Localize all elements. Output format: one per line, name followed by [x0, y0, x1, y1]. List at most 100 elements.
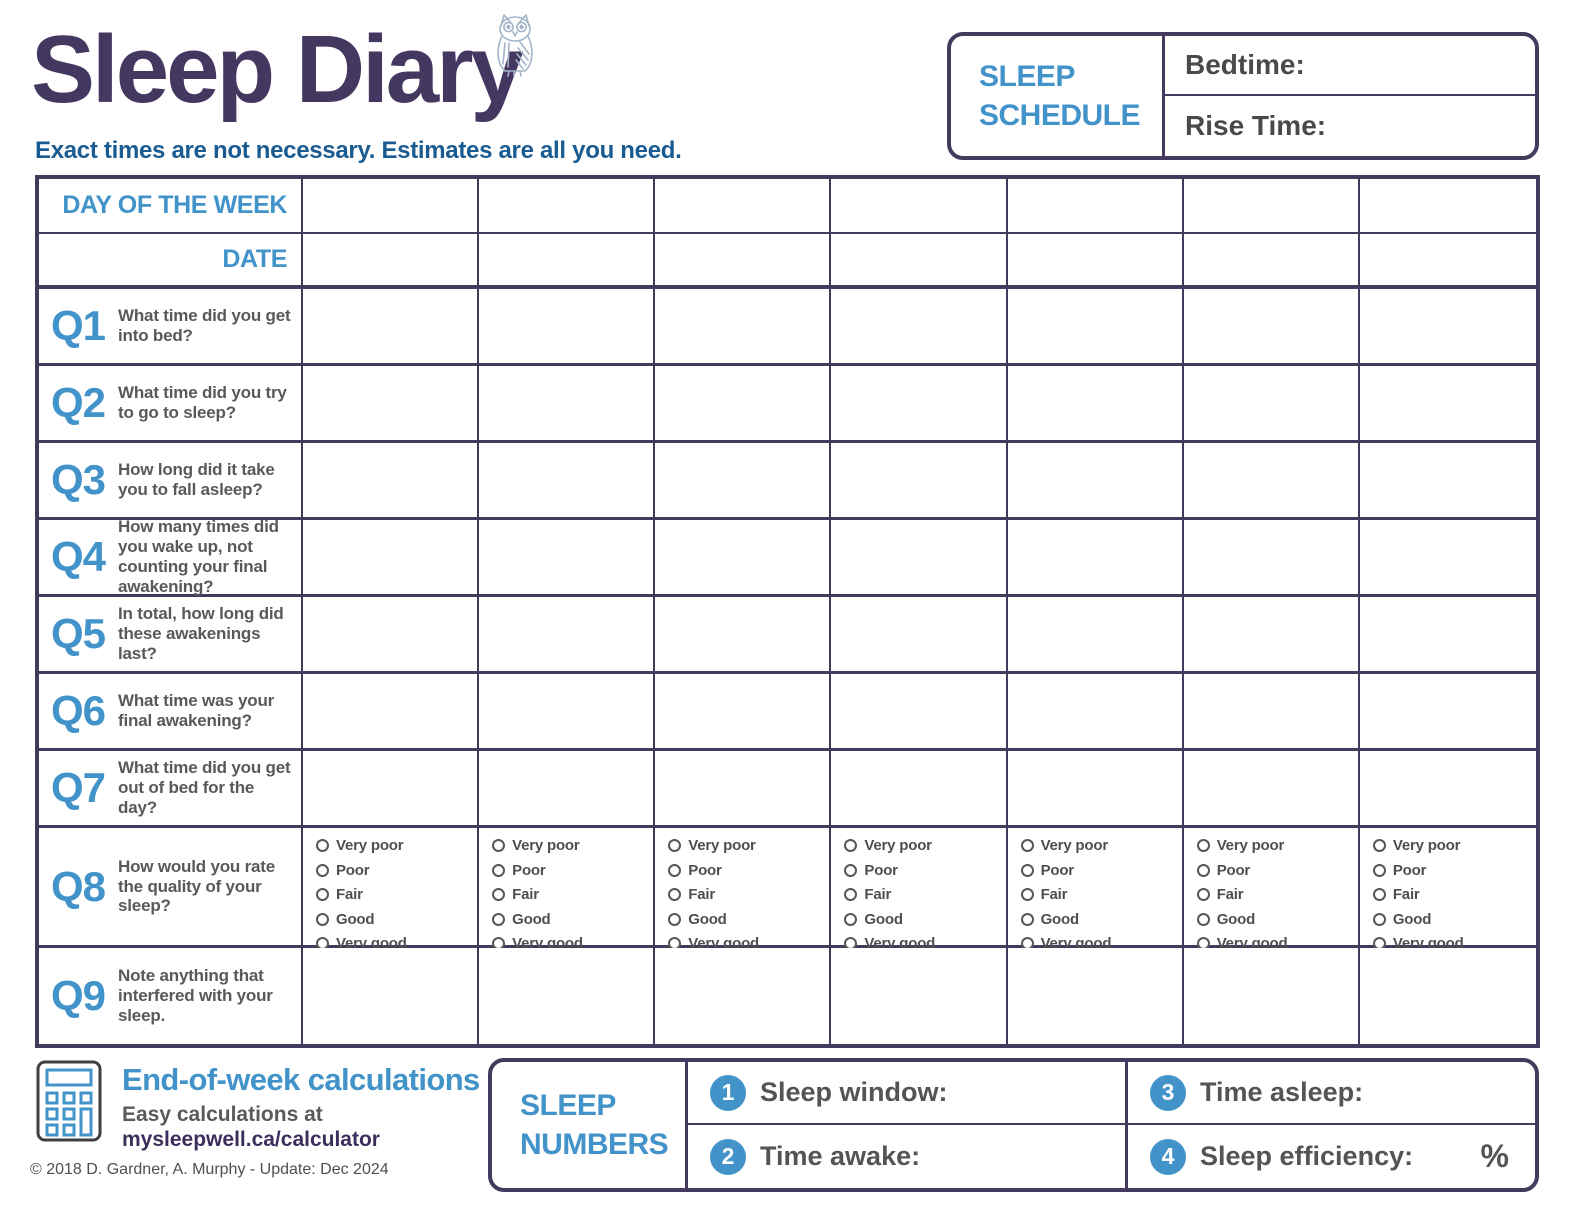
diary-cell-q1-day-5[interactable]: [1007, 289, 1184, 366]
radio-option-very-poor[interactable]: Very poor: [492, 837, 649, 854]
radio-option-good[interactable]: Good: [1372, 911, 1532, 928]
radio-option-poor[interactable]: Poor: [316, 862, 473, 879]
diary-cell-q9-day-3[interactable]: [655, 948, 832, 1044]
diary-cell-q2-day-6[interactable]: [1183, 366, 1360, 443]
diary-cell-q8-day-7[interactable]: Very poor Poor Fair Good Very good: [1359, 828, 1536, 952]
diary-cell-q3-day-2[interactable]: [479, 443, 656, 520]
diary-cell-q2-day-1[interactable]: [303, 366, 480, 443]
date-cell-day-2[interactable]: [479, 234, 656, 289]
date-cell-day-4[interactable]: [831, 234, 1008, 289]
diary-cell-q4-day-7[interactable]: [1359, 520, 1536, 597]
diary-cell-q3-day-6[interactable]: [1183, 443, 1360, 520]
radio-option-poor[interactable]: Poor: [1196, 862, 1354, 879]
diary-cell-q5-day-4[interactable]: [831, 597, 1008, 674]
diary-cell-q1-day-2[interactable]: [479, 289, 656, 366]
radio-option-very-good[interactable]: Very good: [316, 935, 473, 952]
diary-cell-q9-day-7[interactable]: [1359, 948, 1536, 1044]
diary-cell-q8-day-1[interactable]: Very poor Poor Fair Good Very good: [303, 828, 480, 952]
diary-cell-q5-day-3[interactable]: [655, 597, 832, 674]
date-cell-day-5[interactable]: [1007, 234, 1184, 289]
radio-option-good[interactable]: Good: [1020, 911, 1178, 928]
radio-option-very-good[interactable]: Very good: [1196, 935, 1354, 952]
diary-cell-q8-day-3[interactable]: Very poor Poor Fair Good Very good: [655, 828, 832, 952]
sleep-window-field[interactable]: 1 Sleep window:: [688, 1062, 1125, 1125]
diary-cell-q3-day-3[interactable]: [655, 443, 832, 520]
radio-option-very-poor[interactable]: Very poor: [316, 837, 473, 854]
diary-cell-q3-day-1[interactable]: [303, 443, 480, 520]
day-of-the-week-cell-day-2[interactable]: [479, 179, 656, 234]
radio-option-good[interactable]: Good: [316, 911, 473, 928]
radio-option-fair[interactable]: Fair: [1372, 886, 1532, 903]
diary-cell-q2-day-2[interactable]: [479, 366, 656, 443]
time-asleep-field[interactable]: 3 Time asleep:: [1125, 1062, 1535, 1125]
radio-option-very-good[interactable]: Very good: [844, 935, 1001, 952]
date-cell-day-6[interactable]: [1183, 234, 1360, 289]
radio-option-fair[interactable]: Fair: [492, 886, 649, 903]
radio-option-very-poor[interactable]: Very poor: [844, 837, 1001, 854]
radio-option-very-good[interactable]: Very good: [1372, 935, 1532, 952]
diary-cell-q1-day-1[interactable]: [303, 289, 480, 366]
radio-option-very-good[interactable]: Very good: [1020, 935, 1178, 952]
diary-cell-q6-day-3[interactable]: [655, 674, 832, 751]
diary-cell-q5-day-7[interactable]: [1359, 597, 1536, 674]
diary-cell-q9-day-6[interactable]: [1183, 948, 1360, 1044]
diary-cell-q6-day-5[interactable]: [1007, 674, 1184, 751]
diary-cell-q8-day-4[interactable]: Very poor Poor Fair Good Very good: [831, 828, 1008, 952]
radio-option-good[interactable]: Good: [844, 911, 1001, 928]
diary-cell-q8-day-2[interactable]: Very poor Poor Fair Good Very good: [479, 828, 656, 952]
radio-option-good[interactable]: Good: [668, 911, 825, 928]
diary-cell-q8-day-6[interactable]: Very poor Poor Fair Good Very good: [1183, 828, 1360, 952]
diary-cell-q8-day-5[interactable]: Very poor Poor Fair Good Very good: [1007, 828, 1184, 952]
diary-cell-q9-day-2[interactable]: [479, 948, 656, 1044]
diary-cell-q7-day-1[interactable]: [303, 751, 480, 828]
radio-option-good[interactable]: Good: [492, 911, 649, 928]
sleep-efficiency-field[interactable]: 4 Sleep efficiency: %: [1125, 1125, 1535, 1188]
radio-option-fair[interactable]: Fair: [668, 886, 825, 903]
diary-cell-q5-day-5[interactable]: [1007, 597, 1184, 674]
diary-cell-q4-day-3[interactable]: [655, 520, 832, 597]
day-of-the-week-cell-day-3[interactable]: [655, 179, 832, 234]
radio-option-fair[interactable]: Fair: [1020, 886, 1178, 903]
day-of-the-week-cell-day-5[interactable]: [1007, 179, 1184, 234]
diary-cell-q5-day-1[interactable]: [303, 597, 480, 674]
diary-cell-q7-day-6[interactable]: [1183, 751, 1360, 828]
radio-option-poor[interactable]: Poor: [668, 862, 825, 879]
date-cell-day-7[interactable]: [1359, 234, 1536, 289]
diary-cell-q9-day-4[interactable]: [831, 948, 1008, 1044]
day-of-the-week-cell-day-1[interactable]: [303, 179, 480, 234]
radio-option-fair[interactable]: Fair: [844, 886, 1001, 903]
diary-cell-q6-day-4[interactable]: [831, 674, 1008, 751]
radio-option-very-poor[interactable]: Very poor: [1020, 837, 1178, 854]
radio-option-very-poor[interactable]: Very poor: [1372, 837, 1532, 854]
diary-cell-q1-day-7[interactable]: [1359, 289, 1536, 366]
diary-cell-q4-day-1[interactable]: [303, 520, 480, 597]
diary-cell-q6-day-6[interactable]: [1183, 674, 1360, 751]
day-of-the-week-cell-day-4[interactable]: [831, 179, 1008, 234]
diary-cell-q6-day-2[interactable]: [479, 674, 656, 751]
radio-option-poor[interactable]: Poor: [1020, 862, 1178, 879]
radio-option-fair[interactable]: Fair: [316, 886, 473, 903]
radio-option-fair[interactable]: Fair: [1196, 886, 1354, 903]
day-of-the-week-cell-day-6[interactable]: [1183, 179, 1360, 234]
diary-cell-q4-day-5[interactable]: [1007, 520, 1184, 597]
radio-option-very-good[interactable]: Very good: [668, 935, 825, 952]
bedtime-field[interactable]: Bedtime:: [1165, 36, 1535, 96]
diary-cell-q7-day-3[interactable]: [655, 751, 832, 828]
time-awake-field[interactable]: 2 Time awake:: [688, 1125, 1125, 1188]
diary-cell-q4-day-2[interactable]: [479, 520, 656, 597]
radio-option-very-poor[interactable]: Very poor: [668, 837, 825, 854]
diary-cell-q1-day-3[interactable]: [655, 289, 832, 366]
diary-cell-q3-day-5[interactable]: [1007, 443, 1184, 520]
radio-option-very-poor[interactable]: Very poor: [1196, 837, 1354, 854]
diary-cell-q2-day-4[interactable]: [831, 366, 1008, 443]
radio-option-poor[interactable]: Poor: [1372, 862, 1532, 879]
diary-cell-q4-day-4[interactable]: [831, 520, 1008, 597]
diary-cell-q7-day-5[interactable]: [1007, 751, 1184, 828]
diary-cell-q3-day-4[interactable]: [831, 443, 1008, 520]
date-cell-day-1[interactable]: [303, 234, 480, 289]
diary-cell-q7-day-2[interactable]: [479, 751, 656, 828]
rise-time-field[interactable]: Rise Time:: [1165, 96, 1535, 156]
diary-cell-q5-day-2[interactable]: [479, 597, 656, 674]
diary-cell-q4-day-6[interactable]: [1183, 520, 1360, 597]
diary-cell-q7-day-4[interactable]: [831, 751, 1008, 828]
